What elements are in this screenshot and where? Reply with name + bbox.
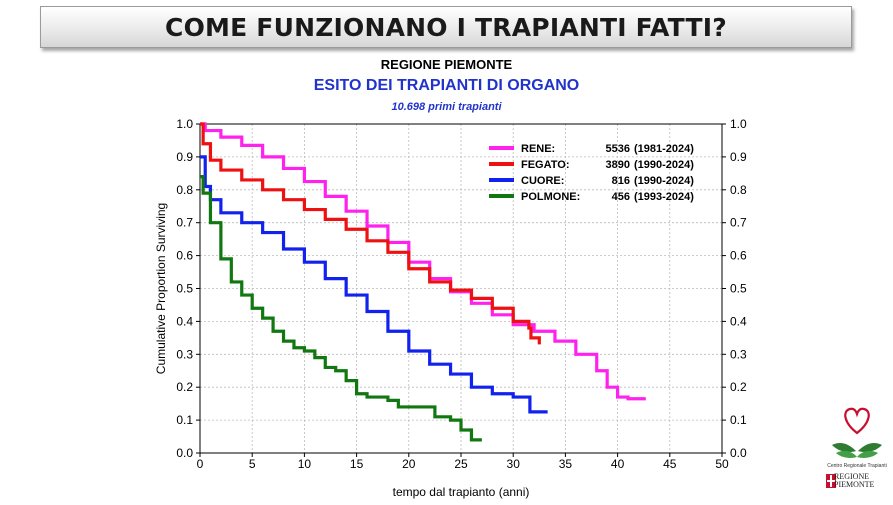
legend-count-fegato: 3890: [606, 159, 630, 171]
x-tick-label: 45: [663, 457, 677, 471]
title-banner: COME FUNZIONANO I TRAPIANTI FATTI?: [40, 6, 852, 48]
y-tick-label-right: 0.7: [730, 216, 747, 230]
legend-years-rene: (1981-2024): [634, 143, 694, 155]
x-axis-label: tempo dal trapianto (anni): [393, 485, 530, 499]
y-tick-label-right: 0.0: [730, 446, 747, 460]
legend-count-cuore: 816: [612, 175, 630, 187]
banner-title: COME FUNZIONANO I TRAPIANTI FATTI?: [165, 12, 727, 42]
legend-years-cuore: (1990-2024): [634, 175, 694, 187]
y-axis-label: Cumulative Proportion Surviving: [154, 203, 168, 374]
logo-region-line2: PIEMONTE: [834, 480, 875, 489]
region-label: REGIONE PIEMONTE: [380, 57, 513, 72]
legend-name-fegato: FEGATO:: [521, 159, 569, 171]
x-tick-label: 15: [350, 457, 364, 471]
series-line-polmone: [200, 175, 482, 442]
y-tick-label-left: 0.6: [176, 249, 193, 263]
y-tick-label-left: 0.9: [176, 150, 193, 164]
x-tick-label: 20: [402, 457, 416, 471]
legend-name-rene: RENE:: [521, 143, 555, 155]
piemonte-flag-icon: [826, 474, 836, 488]
y-tick-label-left: 0.3: [176, 347, 193, 361]
y-tick-label-right: 0.3: [730, 347, 747, 361]
legend-years-fegato: (1990-2024): [634, 159, 694, 171]
y-tick-label-right: 0.5: [730, 282, 747, 296]
x-tick-label: 35: [559, 457, 573, 471]
x-tick-label: 50: [715, 457, 729, 471]
logo-region-line1: REGIONE: [834, 472, 870, 481]
chart-note: 10.698 primi trapianti: [391, 101, 502, 113]
crt-logo: Centro Regionale Trapianti REGIONE PIEMO…: [826, 405, 888, 497]
y-tick-label-left: 0.2: [176, 380, 193, 394]
series-line-cuore: [200, 155, 548, 414]
y-tick-label-right: 0.1: [730, 413, 747, 427]
legend-years-polmone: (1993-2024): [634, 191, 694, 203]
y-tick-label-right: 0.2: [730, 380, 747, 394]
y-tick-label-left: 0.0: [176, 446, 193, 460]
y-tick-label-right: 0.9: [730, 150, 747, 164]
legend-count-polmone: 456: [612, 191, 630, 203]
x-tick-label: 30: [507, 457, 521, 471]
legend-count-rene: 5536: [606, 143, 630, 155]
x-tick-label: 0: [197, 457, 204, 471]
y-tick-label-right: 0.8: [730, 183, 747, 197]
y-tick-label-left: 0.7: [176, 216, 193, 230]
legend-name-polmone: POLMONE:: [521, 191, 580, 203]
y-tick-label-left: 0.4: [176, 314, 193, 328]
heart-hands-icon: [832, 407, 882, 458]
logo-caption: Centro Regionale Trapianti: [827, 463, 887, 469]
y-tick-label-right: 0.4: [730, 314, 747, 328]
x-tick-label: 5: [249, 457, 256, 471]
chart-subtitle: ESITO DEI TRAPIANTI DI ORGANO: [313, 77, 580, 94]
y-tick-label-right: 0.6: [730, 249, 747, 263]
series-line-fegato: [200, 122, 541, 345]
x-tick-label: 25: [454, 457, 468, 471]
y-tick-label-left: 1.0: [176, 117, 193, 131]
logo-region: REGIONE PIEMONTE: [834, 473, 888, 489]
x-tick-label: 40: [611, 457, 625, 471]
y-tick-label-left: 0.5: [176, 282, 193, 296]
series-line-rene: [200, 122, 646, 401]
y-tick-label-left: 0.8: [176, 183, 193, 197]
x-tick-label: 10: [298, 457, 312, 471]
y-tick-label-right: 1.0: [730, 117, 747, 131]
legend-name-cuore: CUORE:: [521, 175, 564, 187]
y-tick-label-left: 0.1: [176, 413, 193, 427]
